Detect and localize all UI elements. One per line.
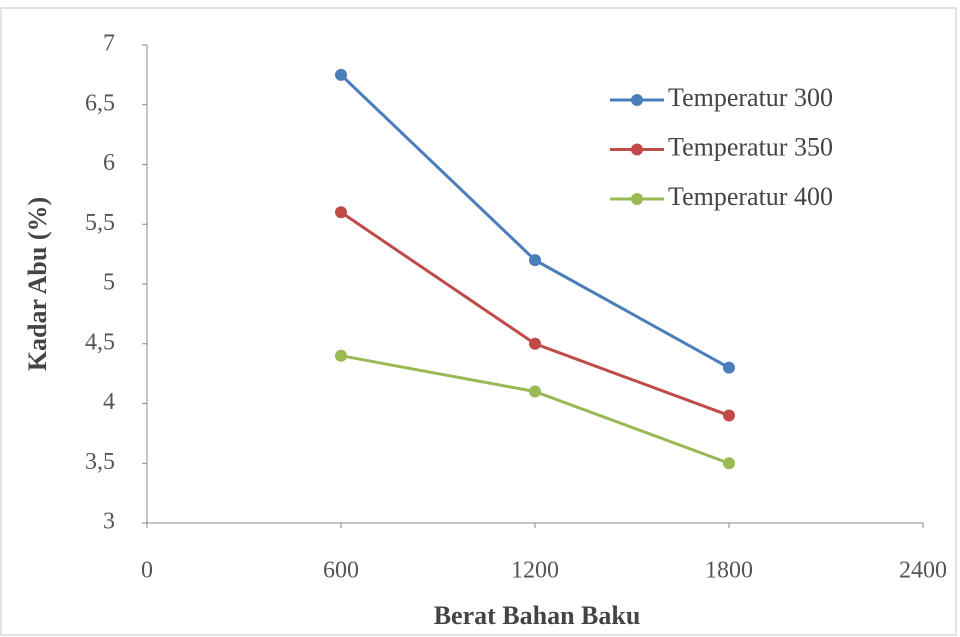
chart-border xyxy=(0,7,957,636)
y-tick-label: 6 xyxy=(103,150,115,176)
y-tick-label: 6,5 xyxy=(85,90,115,116)
legend-marker xyxy=(631,143,643,156)
legend-label: Temperatur 400 xyxy=(668,182,833,211)
y-tick-label: 4 xyxy=(103,389,115,415)
x-tick-label: 1200 xyxy=(511,558,559,584)
y-tick-label: 3,5 xyxy=(85,449,115,475)
legend-label: Temperatur 350 xyxy=(668,132,833,161)
data-point xyxy=(335,206,347,219)
data-point xyxy=(529,385,541,398)
y-tick-label: 4,5 xyxy=(85,329,115,355)
data-point xyxy=(723,361,735,374)
x-tick-label: 0 xyxy=(141,558,153,584)
y-tick-label: 5 xyxy=(103,270,115,296)
data-point xyxy=(723,409,735,422)
data-point xyxy=(529,337,541,350)
data-point xyxy=(529,254,541,267)
data-point xyxy=(335,68,347,81)
data-point xyxy=(335,349,347,362)
legend-marker xyxy=(631,94,643,106)
legend-marker xyxy=(631,193,643,205)
legend-label: Temperatur 300 xyxy=(668,83,833,112)
x-tick-label: 2400 xyxy=(899,558,947,584)
y-tick-label: 7 xyxy=(103,31,115,57)
y-tick-label: 3 xyxy=(103,509,115,535)
x-tick-label: 1800 xyxy=(705,558,753,584)
y-axis-title: Kadar Abu (%) xyxy=(23,197,52,371)
y-tick-label: 5,5 xyxy=(85,210,115,236)
data-point xyxy=(723,457,735,470)
x-tick-label: 600 xyxy=(323,558,359,584)
x-axis-title: Berat Bahan Baku xyxy=(434,601,641,630)
